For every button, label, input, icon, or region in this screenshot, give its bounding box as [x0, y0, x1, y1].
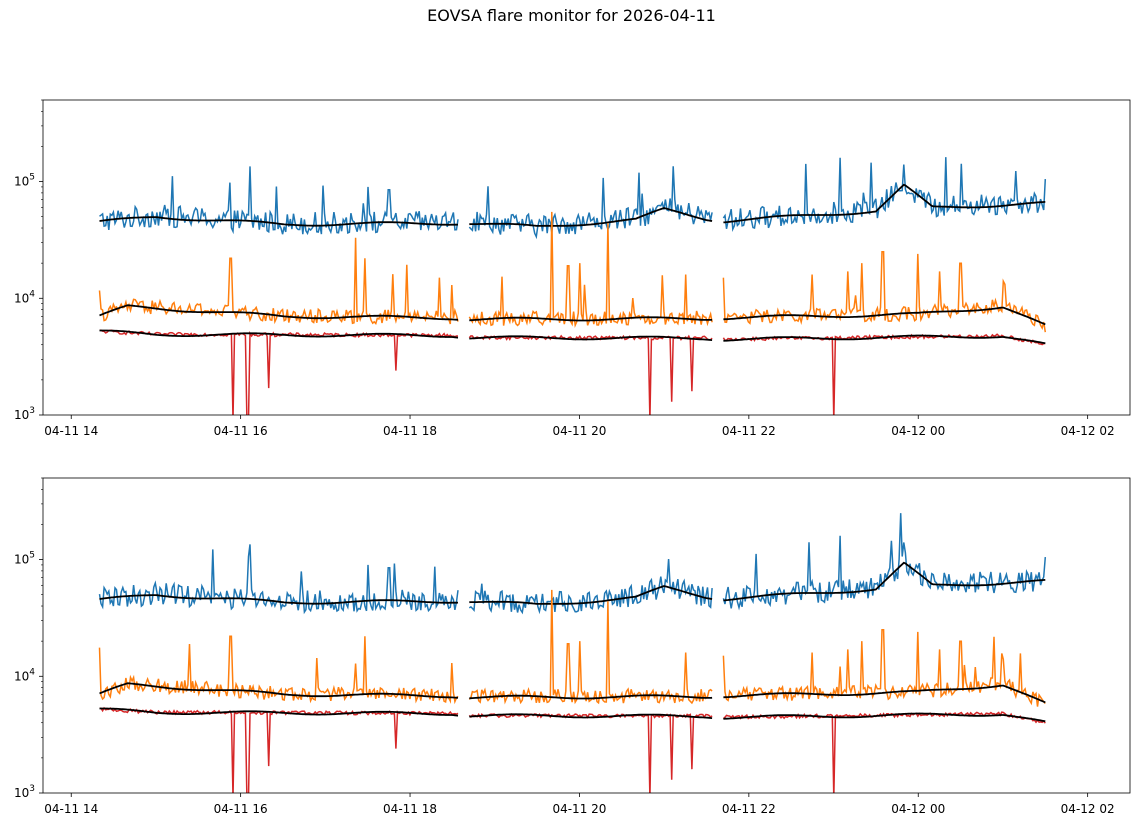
plot-area — [98, 513, 1047, 793]
x-tick-label: 04-11 22 — [722, 802, 776, 816]
y-tick-label: 104 — [14, 667, 35, 683]
smoothed-line — [99, 329, 1046, 345]
x-tick-label: 04-11 16 — [214, 802, 268, 816]
y-tick-label: 105 — [14, 173, 35, 189]
axes-frame — [42, 99, 1131, 416]
x-tick-label: 04-11 18 — [383, 424, 437, 438]
series-line-red — [99, 706, 1046, 793]
x-tick-label: 04-12 00 — [891, 802, 945, 816]
x-tick-label: 04-11 20 — [552, 802, 606, 816]
y-tick-label: 105 — [14, 551, 35, 567]
x-tick-label: 04-11 14 — [44, 424, 98, 438]
x-tick-label: 04-12 02 — [1061, 424, 1115, 438]
series-line-blue — [99, 157, 1047, 240]
y-tick-label: 103 — [14, 784, 35, 800]
x-tick-label: 04-12 00 — [891, 424, 945, 438]
smoothed-line — [99, 304, 1046, 326]
x-tick-label: 04-11 20 — [552, 424, 606, 438]
x-tick-label: 04-12 02 — [1061, 802, 1115, 816]
series-line-blue — [98, 513, 1047, 615]
smoothed-line — [99, 682, 1046, 704]
x-tick-label: 04-11 14 — [44, 802, 98, 816]
axes-frame — [42, 477, 1131, 794]
smoothed-line — [99, 561, 1046, 605]
x-tick-label: 04-11 16 — [214, 424, 268, 438]
smoothed-line — [99, 707, 1046, 723]
figure-title: EOVSA flare monitor for 2026-04-11 — [427, 6, 716, 25]
x-tick-label: 04-11 22 — [722, 424, 776, 438]
y-tick-label: 103 — [14, 406, 35, 422]
y-tick-label: 104 — [14, 289, 35, 305]
smoothed-line — [99, 183, 1046, 227]
plot-area — [98, 157, 1047, 415]
x-tick-label: 04-11 18 — [383, 802, 437, 816]
